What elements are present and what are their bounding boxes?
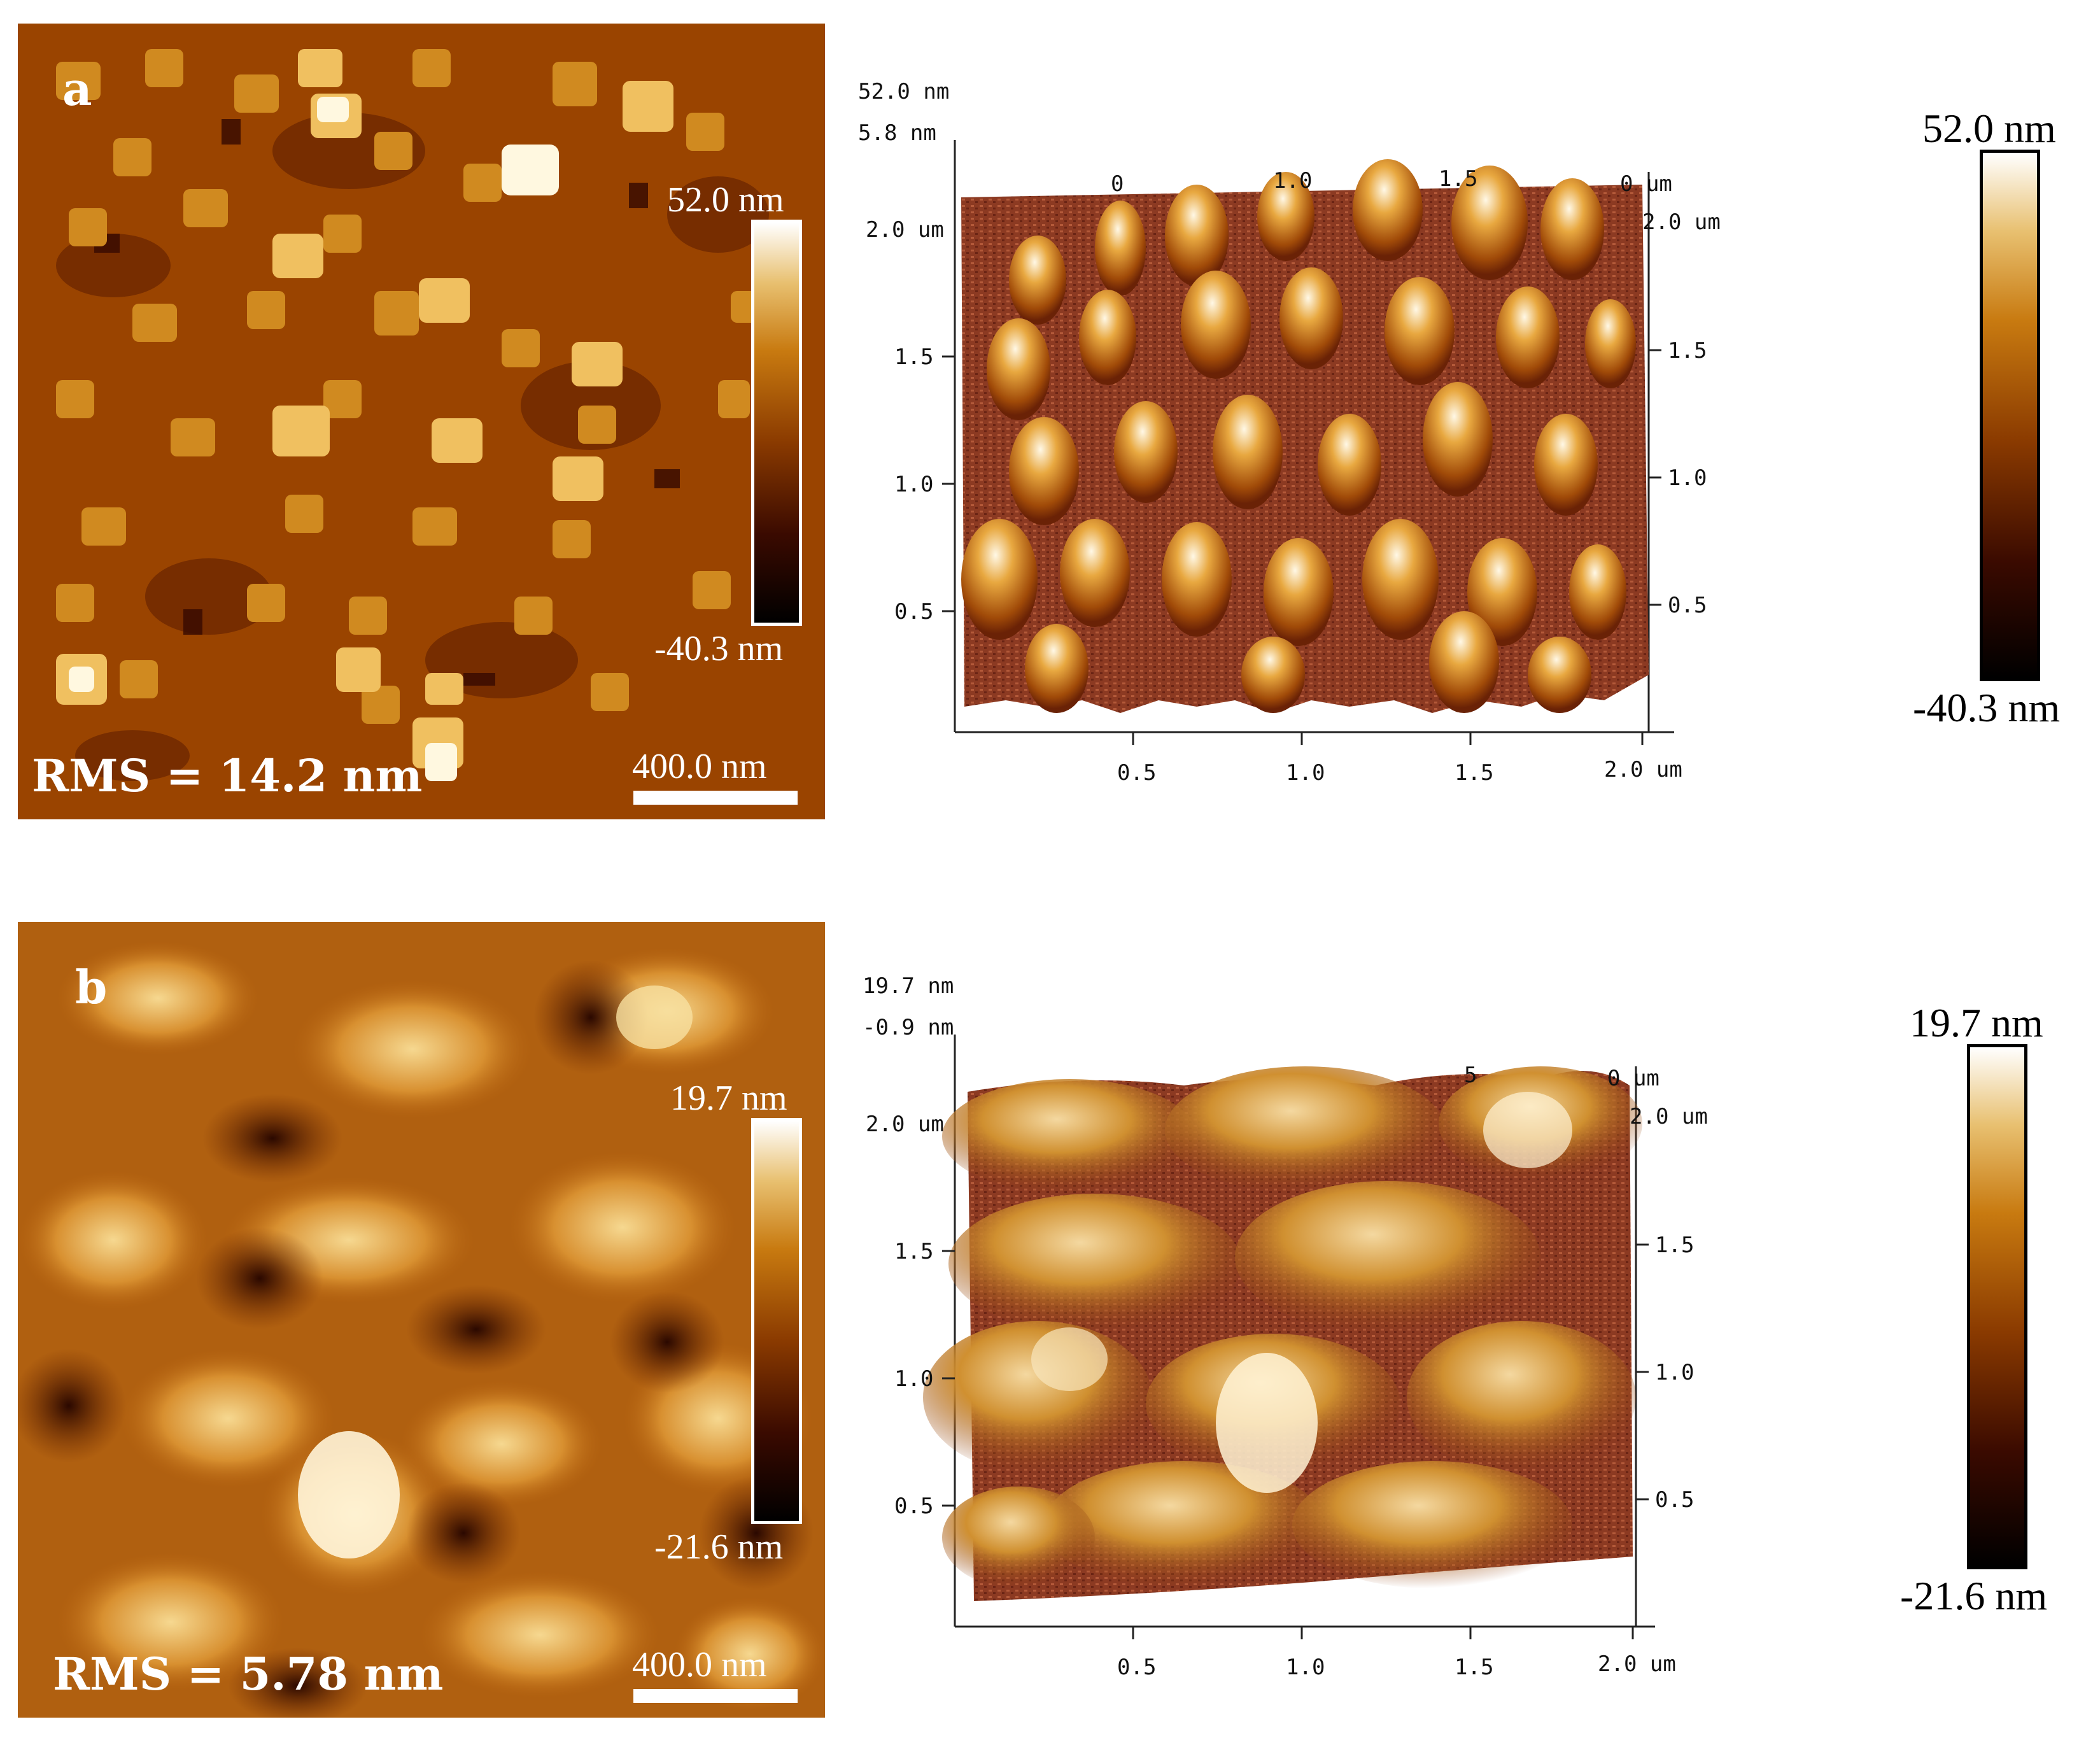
inset-colorbar-min-a: -40.3 nm: [654, 629, 784, 668]
scale-bar-label-a: 400.0 nm: [632, 747, 767, 786]
afm-2d-image-b: b 19.7 nm -21.6 nm RMS = 5.78 nm 400.0 n…: [18, 922, 825, 1718]
right-tick-a-3: 0.5: [1668, 593, 1707, 618]
right-colorbar-min-b: -21.6 nm: [1900, 1573, 2048, 1618]
top-tick-b-0: 5: [1464, 1063, 1477, 1088]
right-tick-b-1: 1.5: [1655, 1233, 1694, 1258]
bottom-tick-a-0: 0.5: [1117, 760, 1156, 786]
right-tick-b-0: 2.0 um: [1630, 1104, 1708, 1129]
bottom-tick-b-1: 1.0: [1286, 1655, 1325, 1680]
left-tick-b-3: 0.5: [894, 1494, 933, 1519]
left-tick-b-1: 1.5: [894, 1239, 933, 1264]
right-colorbar-max-b: 19.7 nm: [1910, 1000, 2043, 1045]
left-tick-b-0: 2.0 um: [866, 1112, 944, 1137]
top-tick-a-1: 1.0: [1273, 168, 1312, 194]
bottom-tick-a-2: 1.5: [1455, 760, 1493, 786]
inset-colorbar-min-b: -21.6 nm: [654, 1527, 784, 1567]
scale-bar-label-b: 400.0 nm: [632, 1645, 767, 1685]
inset-colorbar-a: [751, 220, 802, 626]
afm-topography-a: [18, 24, 825, 819]
bottom-tick-b-0: 0.5: [1117, 1655, 1156, 1680]
rms-value-a: RMS = 14.2 nm: [32, 749, 423, 802]
z-max-label-b: 19.7 nm: [863, 973, 954, 999]
scale-bar-a: [633, 791, 798, 805]
bottom-tick-a-1: 1.0: [1286, 760, 1325, 786]
left-tick-b-2: 1.0: [894, 1366, 933, 1392]
afm-3d-view-b: 19.7 nm -0.9 nm 2.0 um 1.5 1.0 0.5 2.0 u…: [828, 964, 1782, 1697]
right-tick-a-2: 1.0: [1668, 465, 1707, 491]
z-sub-label-b: -0.9 nm: [863, 1015, 954, 1040]
z-max-label-a: 52.0 nm: [858, 79, 949, 104]
right-colorbar-b: [1967, 1044, 2027, 1569]
right-colorbar-max-a: 52.0 nm: [1922, 106, 2056, 151]
right-tick-b-3: 0.5: [1655, 1487, 1694, 1513]
left-tick-a-2: 1.0: [894, 472, 933, 497]
right-colorbar-min-a: -40.3 nm: [1913, 685, 2061, 730]
panel-label-b: b: [75, 960, 108, 1014]
rms-value-b: RMS = 5.78 nm: [53, 1648, 444, 1700]
right-tick-a-0: 2.0 um: [1642, 209, 1721, 235]
afm-3d-view-a: 52.0 nm 5.8 nm 2.0 um 1.5 1.0 0.5 2.0 um…: [828, 70, 1782, 802]
right-tick-a-1: 1.5: [1668, 338, 1707, 364]
bottom-tick-b-3: 2.0 um: [1598, 1651, 1676, 1677]
top-tick-a-3: 0 um: [1620, 171, 1672, 197]
top-tick-a-2: 1.5: [1439, 166, 1477, 192]
z-sub-label-a: 5.8 nm: [858, 120, 936, 146]
inset-colorbar-max-b: 19.7 nm: [670, 1078, 787, 1118]
left-tick-a-0: 2.0 um: [866, 217, 944, 243]
left-tick-a-1: 1.5: [894, 344, 933, 370]
right-colorbar-a: [1980, 150, 2040, 681]
afm-topography-b: [18, 922, 825, 1718]
bottom-tick-a-3: 2.0 um: [1604, 757, 1682, 782]
afm-2d-image-a: a 52.0 nm -40.3 nm RMS = 14.2 nm 400.0 n…: [18, 24, 825, 819]
right-tick-b-2: 1.0: [1655, 1360, 1694, 1385]
top-tick-b-1: 0 um: [1607, 1066, 1660, 1091]
left-tick-a-3: 0.5: [894, 599, 933, 625]
scale-bar-b: [633, 1689, 798, 1703]
top-tick-a-0: 0: [1111, 171, 1124, 197]
panel-label-a: a: [62, 62, 92, 116]
inset-colorbar-max-a: 52.0 nm: [667, 180, 784, 220]
bottom-tick-b-2: 1.5: [1455, 1655, 1493, 1680]
inset-colorbar-b: [751, 1118, 802, 1524]
